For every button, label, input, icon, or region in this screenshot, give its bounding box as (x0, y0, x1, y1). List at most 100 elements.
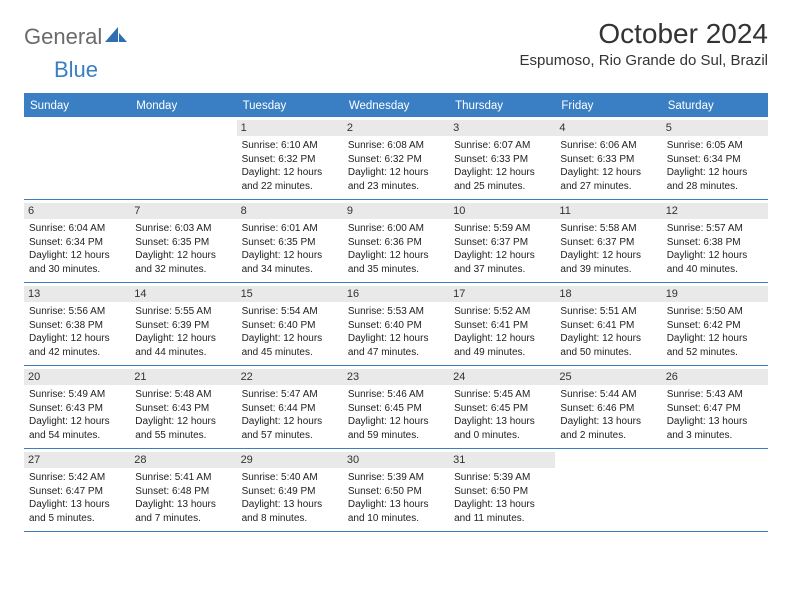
day-cell: 18 Sunrise: 5:51 AMSunset: 6:41 PMDayligh… (555, 283, 661, 365)
logo: General (24, 18, 130, 50)
day-cell (24, 117, 130, 199)
day-cell: 13Sunrise: 5:56 AMSunset: 6:38 PMDayligh… (24, 283, 130, 365)
sunset-text: Sunset: 6:34 PM (29, 236, 125, 250)
sunset-text: Sunset: 6:44 PM (242, 402, 338, 416)
day-number: 18 (555, 286, 661, 302)
day-number: 14 (130, 286, 236, 302)
sunrise-text: Sunrise: 5:58 AM (560, 222, 656, 236)
daylight-text: Daylight: 12 hours and 42 minutes. (29, 332, 125, 359)
daylight-text: Daylight: 13 hours and 8 minutes. (242, 498, 338, 525)
day-cell: 8 Sunrise: 6:01 AMSunset: 6:35 PMDaylight… (237, 200, 343, 282)
daylight-text: Daylight: 13 hours and 10 minutes. (348, 498, 444, 525)
day-info: Sunrise: 6:00 AMSunset: 6:36 PMDaylight:… (348, 222, 444, 276)
sunrise-text: Sunrise: 6:10 AM (242, 139, 338, 153)
daylight-text: Daylight: 12 hours and 50 minutes. (560, 332, 656, 359)
day-header-row: Sunday Monday Tuesday Wednesday Thursday… (24, 95, 768, 117)
day-info: Sunrise: 5:52 AMSunset: 6:41 PMDaylight:… (454, 305, 550, 359)
day-cell: 5Sunrise: 6:05 AMSunset: 6:34 PMDaylight… (662, 117, 768, 199)
day-cell: 26Sunrise: 5:43 AMSunset: 6:47 PMDayligh… (662, 366, 768, 448)
daylight-text: Daylight: 12 hours and 34 minutes. (242, 249, 338, 276)
day-number: 16 (343, 286, 449, 302)
sunrise-text: Sunrise: 5:43 AM (667, 388, 763, 402)
daylight-text: Daylight: 12 hours and 54 minutes. (29, 415, 125, 442)
daylight-text: Daylight: 12 hours and 52 minutes. (667, 332, 763, 359)
sunrise-text: Sunrise: 6:01 AM (242, 222, 338, 236)
day-info: Sunrise: 5:50 AMSunset: 6:42 PMDaylight:… (667, 305, 763, 359)
day-number (662, 452, 768, 456)
dayhead-saturday: Saturday (662, 95, 768, 117)
sunrise-text: Sunrise: 5:56 AM (29, 305, 125, 319)
daylight-text: Daylight: 13 hours and 5 minutes. (29, 498, 125, 525)
day-cell: 25Sunrise: 5:44 AMSunset: 6:46 PMDayligh… (555, 366, 661, 448)
day-cell: 4 Sunrise: 6:06 AMSunset: 6:33 PMDaylight… (555, 117, 661, 199)
sunrise-text: Sunrise: 5:54 AM (242, 305, 338, 319)
sunrise-text: Sunrise: 5:48 AM (135, 388, 231, 402)
sunset-text: Sunset: 6:43 PM (29, 402, 125, 416)
daylight-text: Daylight: 12 hours and 27 minutes. (560, 166, 656, 193)
sunset-text: Sunset: 6:47 PM (29, 485, 125, 499)
day-cell: 31Sunrise: 5:39 AMSunset: 6:50 PMDayligh… (449, 449, 555, 531)
day-info: Sunrise: 5:57 AMSunset: 6:38 PMDaylight:… (667, 222, 763, 276)
logo-text-general: General (24, 24, 102, 50)
day-number: 4 (555, 120, 661, 136)
daylight-text: Daylight: 12 hours and 37 minutes. (454, 249, 550, 276)
day-number: 9 (343, 203, 449, 219)
sunrise-text: Sunrise: 6:08 AM (348, 139, 444, 153)
day-info: Sunrise: 5:43 AMSunset: 6:47 PMDaylight:… (667, 388, 763, 442)
daylight-text: Daylight: 12 hours and 47 minutes. (348, 332, 444, 359)
week-row: 6Sunrise: 6:04 AMSunset: 6:34 PMDaylight… (24, 200, 768, 283)
day-number: 22 (237, 369, 343, 385)
day-cell: 6Sunrise: 6:04 AMSunset: 6:34 PMDaylight… (24, 200, 130, 282)
day-cell (130, 117, 236, 199)
day-cell: 19Sunrise: 5:50 AMSunset: 6:42 PMDayligh… (662, 283, 768, 365)
day-number (24, 120, 130, 124)
sunset-text: Sunset: 6:45 PM (348, 402, 444, 416)
day-info: Sunrise: 6:06 AMSunset: 6:33 PMDaylight:… (560, 139, 656, 193)
sunrise-text: Sunrise: 5:40 AM (242, 471, 338, 485)
day-info: Sunrise: 6:01 AMSunset: 6:35 PMDaylight:… (242, 222, 338, 276)
sunset-text: Sunset: 6:41 PM (560, 319, 656, 333)
day-info: Sunrise: 5:56 AMSunset: 6:38 PMDaylight:… (29, 305, 125, 359)
sunrise-text: Sunrise: 6:04 AM (29, 222, 125, 236)
sunrise-text: Sunrise: 5:49 AM (29, 388, 125, 402)
day-number: 23 (343, 369, 449, 385)
day-cell: 1Sunrise: 6:10 AMSunset: 6:32 PMDaylight… (237, 117, 343, 199)
month-title: October 2024 (520, 18, 768, 50)
sunrise-text: Sunrise: 5:50 AM (667, 305, 763, 319)
sunrise-text: Sunrise: 5:47 AM (242, 388, 338, 402)
day-number: 2 (343, 120, 449, 136)
day-info: Sunrise: 5:41 AMSunset: 6:48 PMDaylight:… (135, 471, 231, 525)
sunset-text: Sunset: 6:38 PM (667, 236, 763, 250)
day-number: 25 (555, 369, 661, 385)
day-number: 17 (449, 286, 555, 302)
sunset-text: Sunset: 6:35 PM (135, 236, 231, 250)
sunrise-text: Sunrise: 6:07 AM (454, 139, 550, 153)
day-number: 11 (555, 203, 661, 219)
day-number: 8 (237, 203, 343, 219)
location: Espumoso, Rio Grande do Sul, Brazil (520, 52, 768, 69)
day-cell: 11Sunrise: 5:58 AMSunset: 6:37 PMDayligh… (555, 200, 661, 282)
day-cell: 23Sunrise: 5:46 AMSunset: 6:45 PMDayligh… (343, 366, 449, 448)
day-cell (662, 449, 768, 531)
sunrise-text: Sunrise: 5:57 AM (667, 222, 763, 236)
day-info: Sunrise: 5:54 AMSunset: 6:40 PMDaylight:… (242, 305, 338, 359)
day-cell: 7Sunrise: 6:03 AMSunset: 6:35 PMDaylight… (130, 200, 236, 282)
day-info: Sunrise: 5:59 AMSunset: 6:37 PMDaylight:… (454, 222, 550, 276)
daylight-text: Daylight: 12 hours and 45 minutes. (242, 332, 338, 359)
week-row: 13Sunrise: 5:56 AMSunset: 6:38 PMDayligh… (24, 283, 768, 366)
week-row: 27Sunrise: 5:42 AMSunset: 6:47 PMDayligh… (24, 449, 768, 532)
day-info: Sunrise: 5:47 AMSunset: 6:44 PMDaylight:… (242, 388, 338, 442)
sunset-text: Sunset: 6:41 PM (454, 319, 550, 333)
sunset-text: Sunset: 6:40 PM (348, 319, 444, 333)
day-info: Sunrise: 5:51 AMSunset: 6:41 PMDaylight:… (560, 305, 656, 359)
daylight-text: Daylight: 13 hours and 2 minutes. (560, 415, 656, 442)
sunrise-text: Sunrise: 6:00 AM (348, 222, 444, 236)
sunset-text: Sunset: 6:50 PM (454, 485, 550, 499)
sunrise-text: Sunrise: 5:52 AM (454, 305, 550, 319)
sunset-text: Sunset: 6:39 PM (135, 319, 231, 333)
daylight-text: Daylight: 12 hours and 39 minutes. (560, 249, 656, 276)
day-cell: 30Sunrise: 5:39 AMSunset: 6:50 PMDayligh… (343, 449, 449, 531)
day-info: Sunrise: 5:53 AMSunset: 6:40 PMDaylight:… (348, 305, 444, 359)
day-info: Sunrise: 6:10 AMSunset: 6:32 PMDaylight:… (242, 139, 338, 193)
day-cell: 9 Sunrise: 6:00 AMSunset: 6:36 PMDaylight… (343, 200, 449, 282)
